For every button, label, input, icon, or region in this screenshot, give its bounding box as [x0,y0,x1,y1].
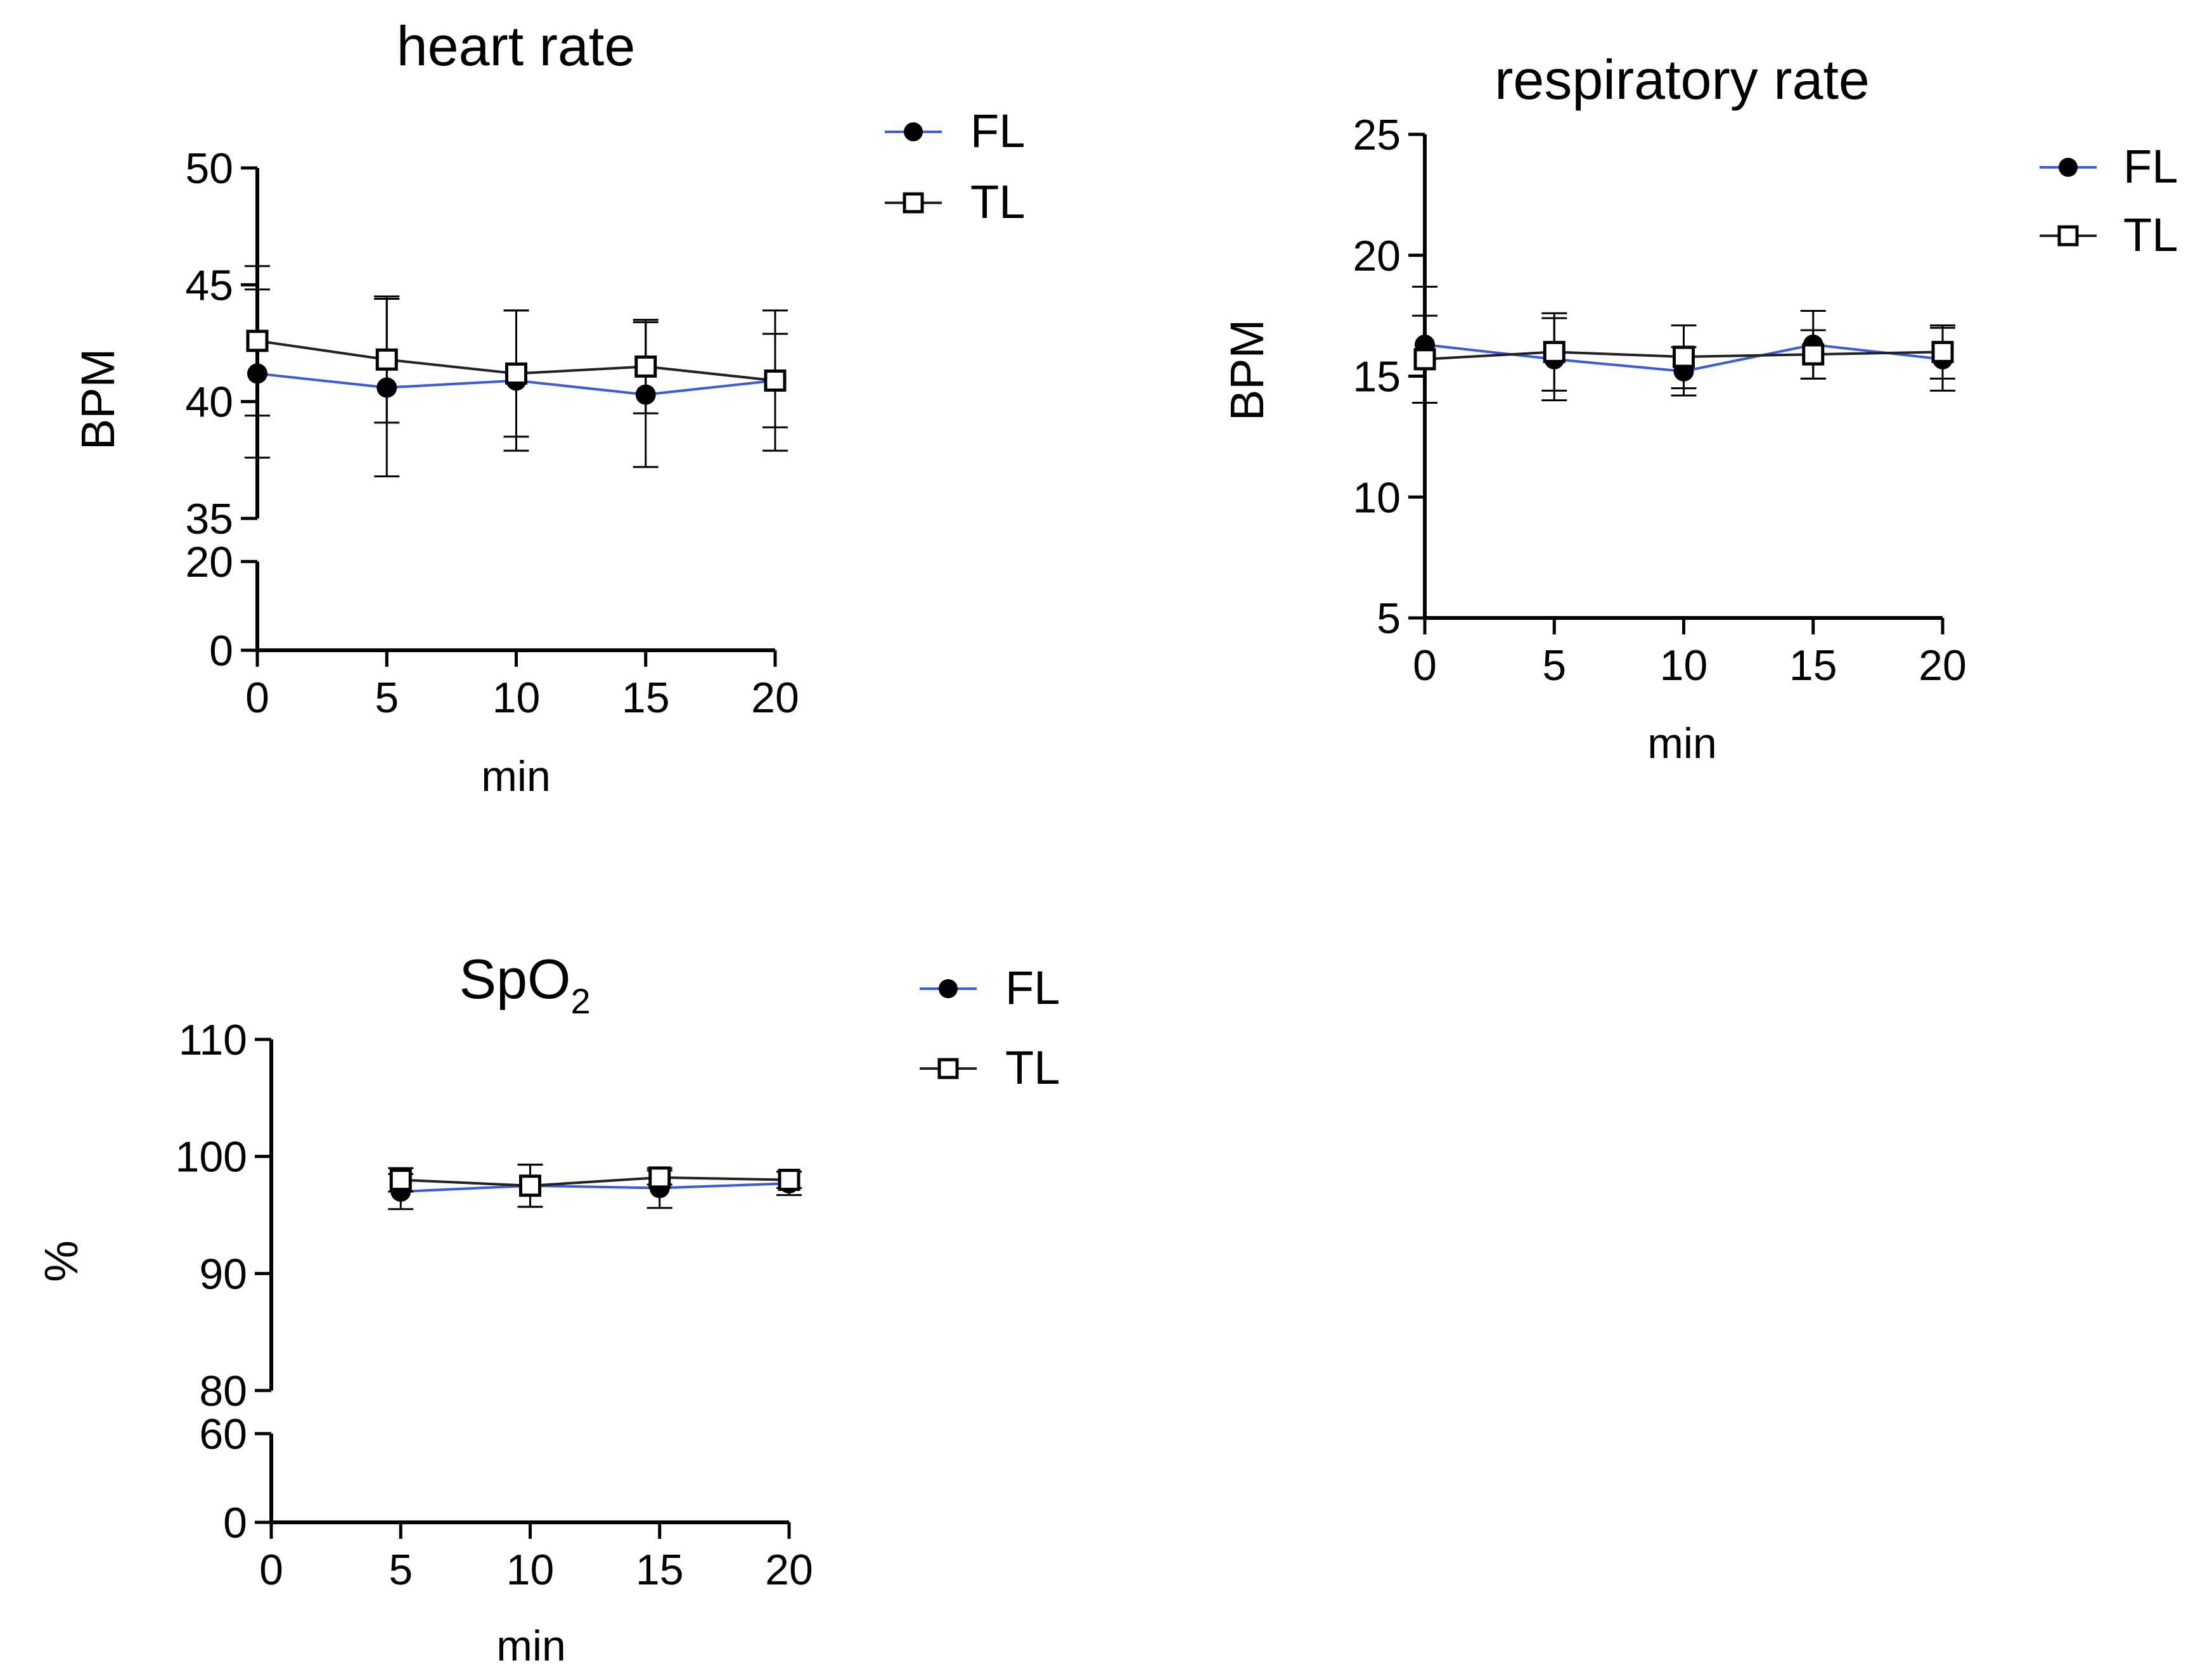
legend-item-tl: TL [2040,209,2178,261]
y-tick-label: 25 [1353,111,1401,159]
x-tick-label: 10 [1660,641,1708,690]
x-tick-label: 5 [1542,641,1566,690]
y-tick-label: 90 [199,1250,247,1298]
y-tick-label: 10 [1353,473,1401,522]
legend-marker-square [937,1058,959,1079]
data-point-tl [1802,343,1825,366]
legend-marker-circle [904,122,923,141]
x-tick-label: 20 [765,1546,813,1594]
data-point-tl [1931,340,1954,363]
y-tick-label: 60 [199,1410,247,1458]
x-tick-label: 20 [751,674,799,722]
x-tick-label: 10 [506,1546,555,1594]
y-tick-label: 35 [185,495,233,543]
x-tick-label: 5 [375,674,399,722]
data-point-tl [1543,340,1566,363]
data-point-tl [634,355,657,378]
legend-marker-square [2057,225,2079,247]
x-tick-label: 0 [245,674,269,722]
chart-title-subscript: 2 [570,981,590,1021]
y-tick-label: 15 [1353,353,1401,401]
y-axis-label: BPM [72,349,124,450]
data-point-fl [635,384,656,405]
chart-title: heart rate [397,15,636,77]
data-point-fl [376,377,397,398]
y-tick-label: 100 [176,1133,247,1181]
legend-label: TL [1005,1041,1060,1094]
y-axis-label: % [35,1240,87,1282]
legend-marker-square [903,192,924,214]
data-point-tl [1413,348,1436,371]
y-tick-label: 80 [199,1367,247,1415]
x-tick-label: 20 [1919,641,1967,690]
legend-label: FL [2123,140,2178,193]
series-line-tl [401,1176,790,1187]
data-point-tl [389,1169,412,1192]
data-point-tl [648,1166,671,1189]
legend-label: FL [1005,961,1060,1014]
data-point-tl [778,1169,801,1192]
chart-title-main: SpO [459,948,570,1010]
data-point-tl [375,348,398,371]
x-tick-label: 15 [1789,641,1837,690]
x-tick-label: 15 [636,1546,684,1594]
y-tick-label: 20 [185,538,233,586]
data-point-tl [505,362,527,385]
x-tick-label: 0 [1413,641,1437,690]
y-tick-label: 20 [1353,232,1401,280]
legend-item-fl: FL [920,961,1060,1014]
legend-marker-circle [2059,158,2078,177]
x-tick-label: 5 [389,1546,413,1594]
legend: FL TL [885,105,1025,228]
legend-marker-circle [939,979,958,998]
series-line-fl [401,1182,790,1193]
legend-label: TL [2123,209,2178,261]
legend: FL TL [920,961,1060,1094]
data-point-tl [519,1174,541,1197]
x-tick-label: 0 [259,1546,283,1594]
legend: FL TL [2040,140,2178,261]
data-point-tl [1673,345,1695,368]
data-point-tl [246,330,269,352]
x-axis-label: min [496,1622,566,1670]
y-tick-label: 0 [209,627,233,675]
data-point-tl [764,369,787,392]
y-tick-label: 110 [179,1016,247,1064]
legend-item-fl: FL [2040,140,2178,193]
legend-item-tl: TL [885,176,1025,228]
legend-item-tl: TL [920,1041,1060,1094]
data-point-fl [247,363,267,384]
x-axis-label: min [481,752,551,800]
y-axis-label: BPM [1221,319,1273,421]
legend-label: TL [970,176,1025,228]
chart-title: SpO2 [459,948,590,1021]
y-tick-label: 50 [185,145,233,193]
y-tick-label: 0 [223,1499,247,1547]
y-tick-label: 5 [1377,594,1401,643]
x-tick-label: 15 [622,674,670,722]
x-axis-label: min [1647,719,1717,768]
chart-title: respiratory rate [1495,48,1870,111]
x-tick-label: 10 [492,674,541,722]
legend-label: FL [970,105,1025,157]
y-tick-label: 45 [185,261,233,309]
y-tick-label: 40 [185,378,233,427]
legend-item-fl: FL [885,105,1025,157]
